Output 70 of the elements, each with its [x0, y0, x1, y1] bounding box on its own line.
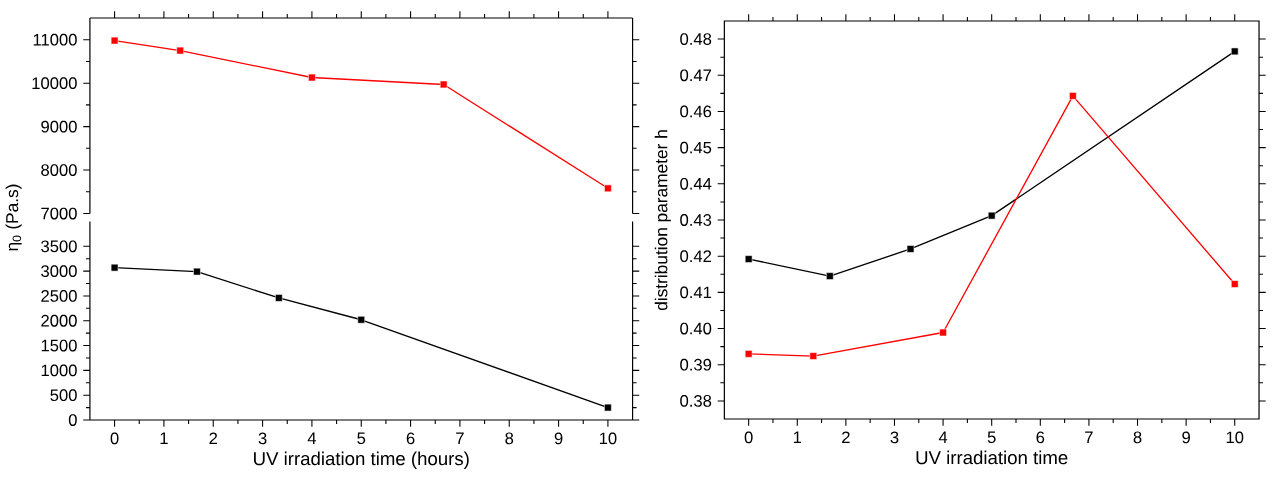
point — [275, 294, 283, 302]
point — [357, 316, 365, 324]
y-tick-label: 0.43 — [680, 214, 712, 226]
x-tick-label: 8 — [505, 432, 514, 445]
y-tick-label: 0.47 — [680, 69, 712, 82]
x-tick-label: 10 — [1226, 431, 1244, 444]
point — [1231, 47, 1239, 56]
y-tick-label: 0.45 — [680, 141, 712, 154]
x-axis-title: UV irradiation time (hours) — [254, 451, 469, 469]
y-tick-label: 1000 — [41, 364, 77, 377]
point — [744, 255, 753, 263]
x-tick-label: 8 — [1133, 431, 1142, 444]
point — [176, 46, 184, 55]
point — [110, 36, 119, 45]
x-tick-label: 1 — [160, 432, 168, 444]
point — [308, 73, 316, 82]
y-tick-label: 0.42 — [680, 250, 712, 263]
y-tick-label: 0.41 — [680, 286, 712, 299]
y-tick-label: 8000 — [41, 164, 77, 177]
y-tick-label: 0.38 — [680, 395, 712, 407]
point — [987, 211, 996, 220]
y-tick-label: 3000 — [41, 265, 77, 278]
y-tick-label: 1500 — [41, 339, 77, 352]
x-tick-label: 4 — [307, 432, 317, 444]
x-axis-title: UV irradiation time — [916, 450, 1068, 465]
x-tick-label: 2 — [842, 431, 850, 444]
x-tick-label: 2 — [209, 432, 218, 445]
x-tick-label: 5 — [987, 431, 996, 444]
x-tick-label: 0 — [110, 432, 119, 445]
y-tick-label: 0.39 — [680, 358, 712, 371]
y-tick-label: 7000 — [41, 207, 77, 220]
point — [826, 272, 834, 280]
point — [809, 352, 818, 360]
x-tick-label: 3 — [890, 431, 899, 444]
x-tick-label: 5 — [357, 432, 366, 445]
point — [1069, 92, 1077, 100]
y-tick-label: 0.44 — [680, 178, 712, 190]
y-axis-title: η$_{0}$ (Pa.s) — [5, 184, 22, 251]
y-tick-label: 3500 — [41, 240, 77, 253]
point — [906, 245, 915, 253]
x-tick-label: 7 — [456, 432, 464, 444]
point — [110, 263, 119, 272]
x-tick-label: 6 — [1036, 431, 1045, 444]
y-tick-label: 0.46 — [680, 105, 712, 118]
x-tick-label: 9 — [1182, 431, 1190, 444]
point — [439, 80, 448, 89]
x-tick-label: 7 — [1085, 431, 1093, 443]
x-tick-label: 9 — [554, 432, 563, 445]
y-tick-label: 9000 — [41, 120, 77, 133]
y-tick-label: 10000 — [32, 77, 77, 90]
point — [1231, 280, 1239, 288]
x-tick-label: 4 — [938, 431, 948, 443]
y-tick-label: 11000 — [33, 33, 77, 46]
point — [744, 350, 753, 358]
x-tick-label: 10 — [599, 432, 617, 445]
y-tick-label: 0.48 — [680, 33, 712, 46]
y-axis-title: distribution parameter h — [654, 130, 671, 311]
y-tick-label: 2000 — [41, 314, 77, 327]
y-tick-label: 0 — [68, 414, 77, 426]
y-tick-label: 500 — [50, 389, 77, 402]
y-tick-label: 0.40 — [680, 322, 712, 335]
y-tick-label: 2500 — [41, 290, 77, 302]
point — [193, 267, 201, 276]
x-tick-label: 0 — [744, 431, 753, 444]
x-tick-label: 6 — [406, 432, 415, 445]
x-tick-label: 3 — [258, 432, 267, 445]
point — [604, 184, 612, 193]
point — [939, 328, 947, 337]
point — [604, 403, 612, 412]
x-tick-label: 1 — [793, 431, 802, 443]
